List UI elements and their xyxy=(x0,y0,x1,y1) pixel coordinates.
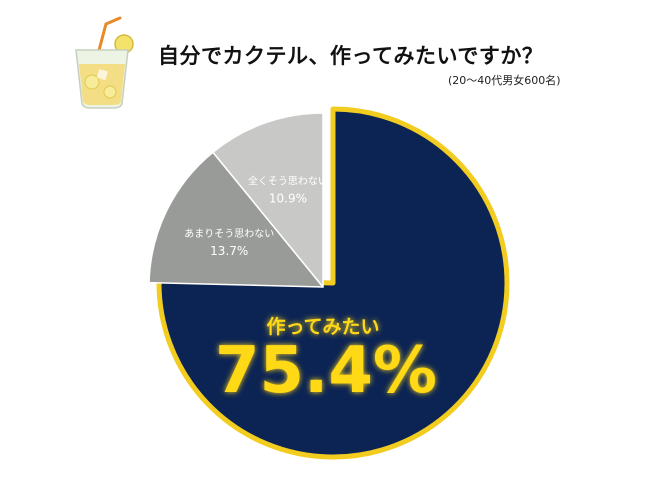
chart-subtitle: (20〜40代男女600名) xyxy=(448,74,561,87)
cocktail-glass-icon xyxy=(62,14,152,110)
slice-label-make: 作ってみたい xyxy=(266,315,379,338)
slice-value-not-at-all: 10.9% xyxy=(269,192,307,206)
slice-value-not-really: 13.7% xyxy=(210,244,248,258)
pie-slice-not-really xyxy=(148,151,324,288)
slice-label-not-really: あまりそう思わない xyxy=(184,228,274,240)
pie-slice-make xyxy=(156,106,510,460)
slice-value-make: 75.4% xyxy=(215,334,437,408)
slice-label-not-at-all: 全くそう思わない xyxy=(248,175,328,188)
pie-slice-not-at-all xyxy=(212,112,324,288)
chart-title: 自分でカクテル、作ってみたいですか？ xyxy=(158,44,544,68)
